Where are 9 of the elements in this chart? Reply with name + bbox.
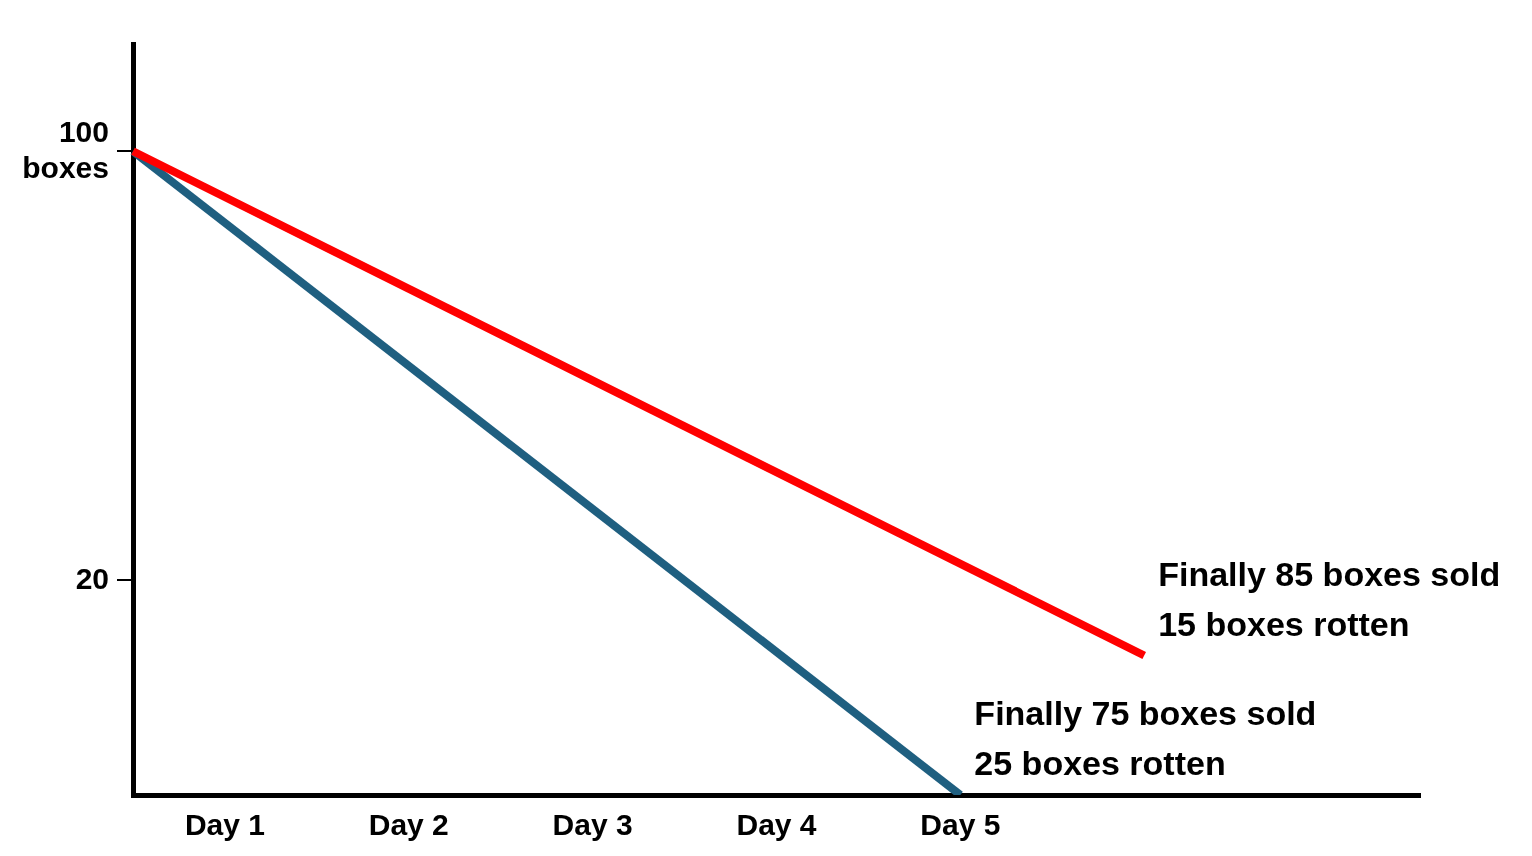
x-tick-label: Day 2 <box>368 808 449 842</box>
y-tick-label: 20 <box>75 561 109 595</box>
annotation: Finally 85 boxes sold 15 boxes rotten <box>1158 554 1501 643</box>
x-tick-label: Day 1 <box>184 808 265 842</box>
x-tick-label: Day 4 <box>736 808 817 842</box>
y-tick-label: 100 boxes <box>22 114 109 184</box>
x-tick-label: Day 5 <box>920 808 1001 842</box>
x-tick-label: Day 3 <box>552 808 633 842</box>
annotation: Finally 75 boxes sold 25 boxes rotten <box>974 694 1317 782</box>
